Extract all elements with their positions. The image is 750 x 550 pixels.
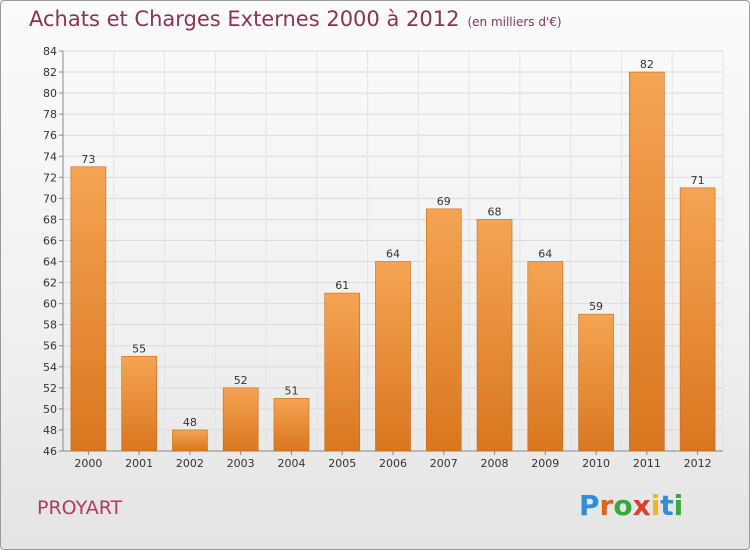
y-tick-label: 62 bbox=[43, 277, 57, 290]
bar-value-label: 51 bbox=[284, 384, 298, 397]
labels: 46 48 50 52 54 56 58 60 62 64 66 68 70 72 74 76 78 80 82 84… bbox=[43, 45, 712, 470]
y-tick-label: 64 bbox=[43, 256, 57, 269]
chart-title: Achats et Charges Externes 2000 à 2012 (e… bbox=[29, 7, 562, 31]
x-tick-label: 2005 bbox=[328, 457, 356, 470]
y-tick-label: 66 bbox=[43, 234, 57, 247]
bar-value-label: 82 bbox=[640, 58, 654, 71]
bar-2008 bbox=[476, 219, 513, 452]
bar-value-label: 71 bbox=[691, 174, 705, 187]
x-tick-label: 2012 bbox=[684, 457, 712, 470]
y-tick-label: 56 bbox=[43, 340, 57, 353]
y-tick-label: 80 bbox=[43, 87, 57, 100]
x-tick-label: 2011 bbox=[633, 457, 661, 470]
bar-value-label: 68 bbox=[488, 205, 502, 218]
y-tick-label: 60 bbox=[43, 298, 57, 311]
x-tick-label: 2008 bbox=[481, 457, 509, 470]
bar-2012 bbox=[679, 187, 716, 452]
chart-subtitle: (en milliers d'€) bbox=[467, 15, 562, 29]
commune-name: PROYART bbox=[37, 497, 123, 519]
y-tick-label: 84 bbox=[43, 45, 57, 58]
bar-value-label: 55 bbox=[132, 342, 146, 355]
y-tick-label: 50 bbox=[43, 403, 57, 416]
brand-letter: x bbox=[632, 489, 651, 522]
y-tick-label: 46 bbox=[43, 445, 57, 458]
x-tick-label: 2009 bbox=[531, 457, 559, 470]
bar-value-label: 64 bbox=[386, 248, 400, 261]
bar-value-label: 73 bbox=[81, 153, 95, 166]
bar-value-label: 52 bbox=[234, 374, 248, 387]
y-tick-label: 54 bbox=[43, 361, 57, 374]
x-tick-label: 2007 bbox=[430, 457, 458, 470]
y-tick-label: 82 bbox=[43, 66, 57, 79]
bar-value-label: 64 bbox=[538, 248, 552, 261]
proxiti-logo[interactable]: Proxiti bbox=[579, 489, 683, 522]
y-tick-label: 58 bbox=[43, 319, 57, 332]
y-tick-label: 70 bbox=[43, 192, 57, 205]
brand-letter: o bbox=[613, 489, 633, 522]
brand-letter: t bbox=[660, 489, 674, 522]
y-tick-label: 78 bbox=[43, 108, 57, 121]
bar-2002 bbox=[172, 429, 208, 452]
x-tick-label: 2010 bbox=[582, 457, 610, 470]
bar-2005 bbox=[324, 292, 361, 452]
bar-value-label: 69 bbox=[437, 195, 451, 208]
y-tick-label: 48 bbox=[43, 424, 57, 437]
y-tick-label: 74 bbox=[43, 150, 57, 163]
x-tick-label: 2006 bbox=[379, 457, 407, 470]
bar-value-label: 59 bbox=[589, 300, 603, 313]
bar-2006 bbox=[375, 261, 411, 452]
x-tick-label: 2004 bbox=[277, 457, 305, 470]
y-tick-label: 52 bbox=[43, 382, 57, 395]
x-tick-label: 2001 bbox=[125, 457, 153, 470]
bar-2011 bbox=[629, 71, 665, 452]
x-tick-label: 2003 bbox=[227, 457, 255, 470]
brand-letter: i bbox=[650, 489, 661, 522]
y-tick-label: 72 bbox=[43, 171, 57, 184]
bar-2004 bbox=[273, 398, 310, 452]
x-tick-label: 2002 bbox=[176, 457, 204, 470]
bar-2001 bbox=[121, 355, 157, 452]
brand-letter: P bbox=[579, 489, 600, 522]
x-tick-label: 2000 bbox=[74, 457, 102, 470]
bar-2003 bbox=[222, 387, 259, 452]
brand-letter: i bbox=[673, 489, 684, 522]
chart-title-text: Achats et Charges Externes 2000 à 2012 bbox=[29, 7, 460, 31]
y-tick-label: 76 bbox=[43, 129, 57, 142]
bars bbox=[70, 71, 716, 452]
bar-2010 bbox=[578, 313, 614, 452]
brand-letter: r bbox=[599, 489, 614, 522]
bar-value-label: 61 bbox=[335, 279, 349, 292]
bar-2009 bbox=[527, 261, 564, 452]
bar-value-label: 48 bbox=[183, 416, 197, 429]
bar-2007 bbox=[425, 208, 462, 452]
y-tick-label: 68 bbox=[43, 213, 57, 226]
bar-2000 bbox=[70, 166, 107, 452]
